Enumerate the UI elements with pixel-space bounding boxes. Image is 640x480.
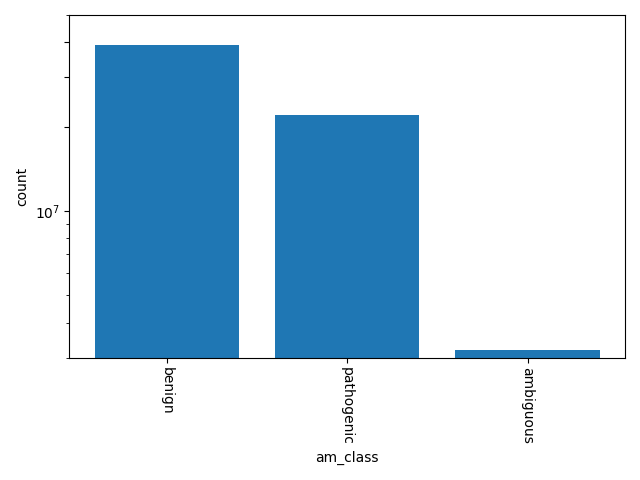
Bar bbox=[95, 45, 239, 480]
Bar bbox=[456, 350, 600, 480]
Bar bbox=[275, 115, 419, 480]
X-axis label: am_class: am_class bbox=[316, 451, 379, 465]
Y-axis label: count: count bbox=[15, 167, 29, 206]
